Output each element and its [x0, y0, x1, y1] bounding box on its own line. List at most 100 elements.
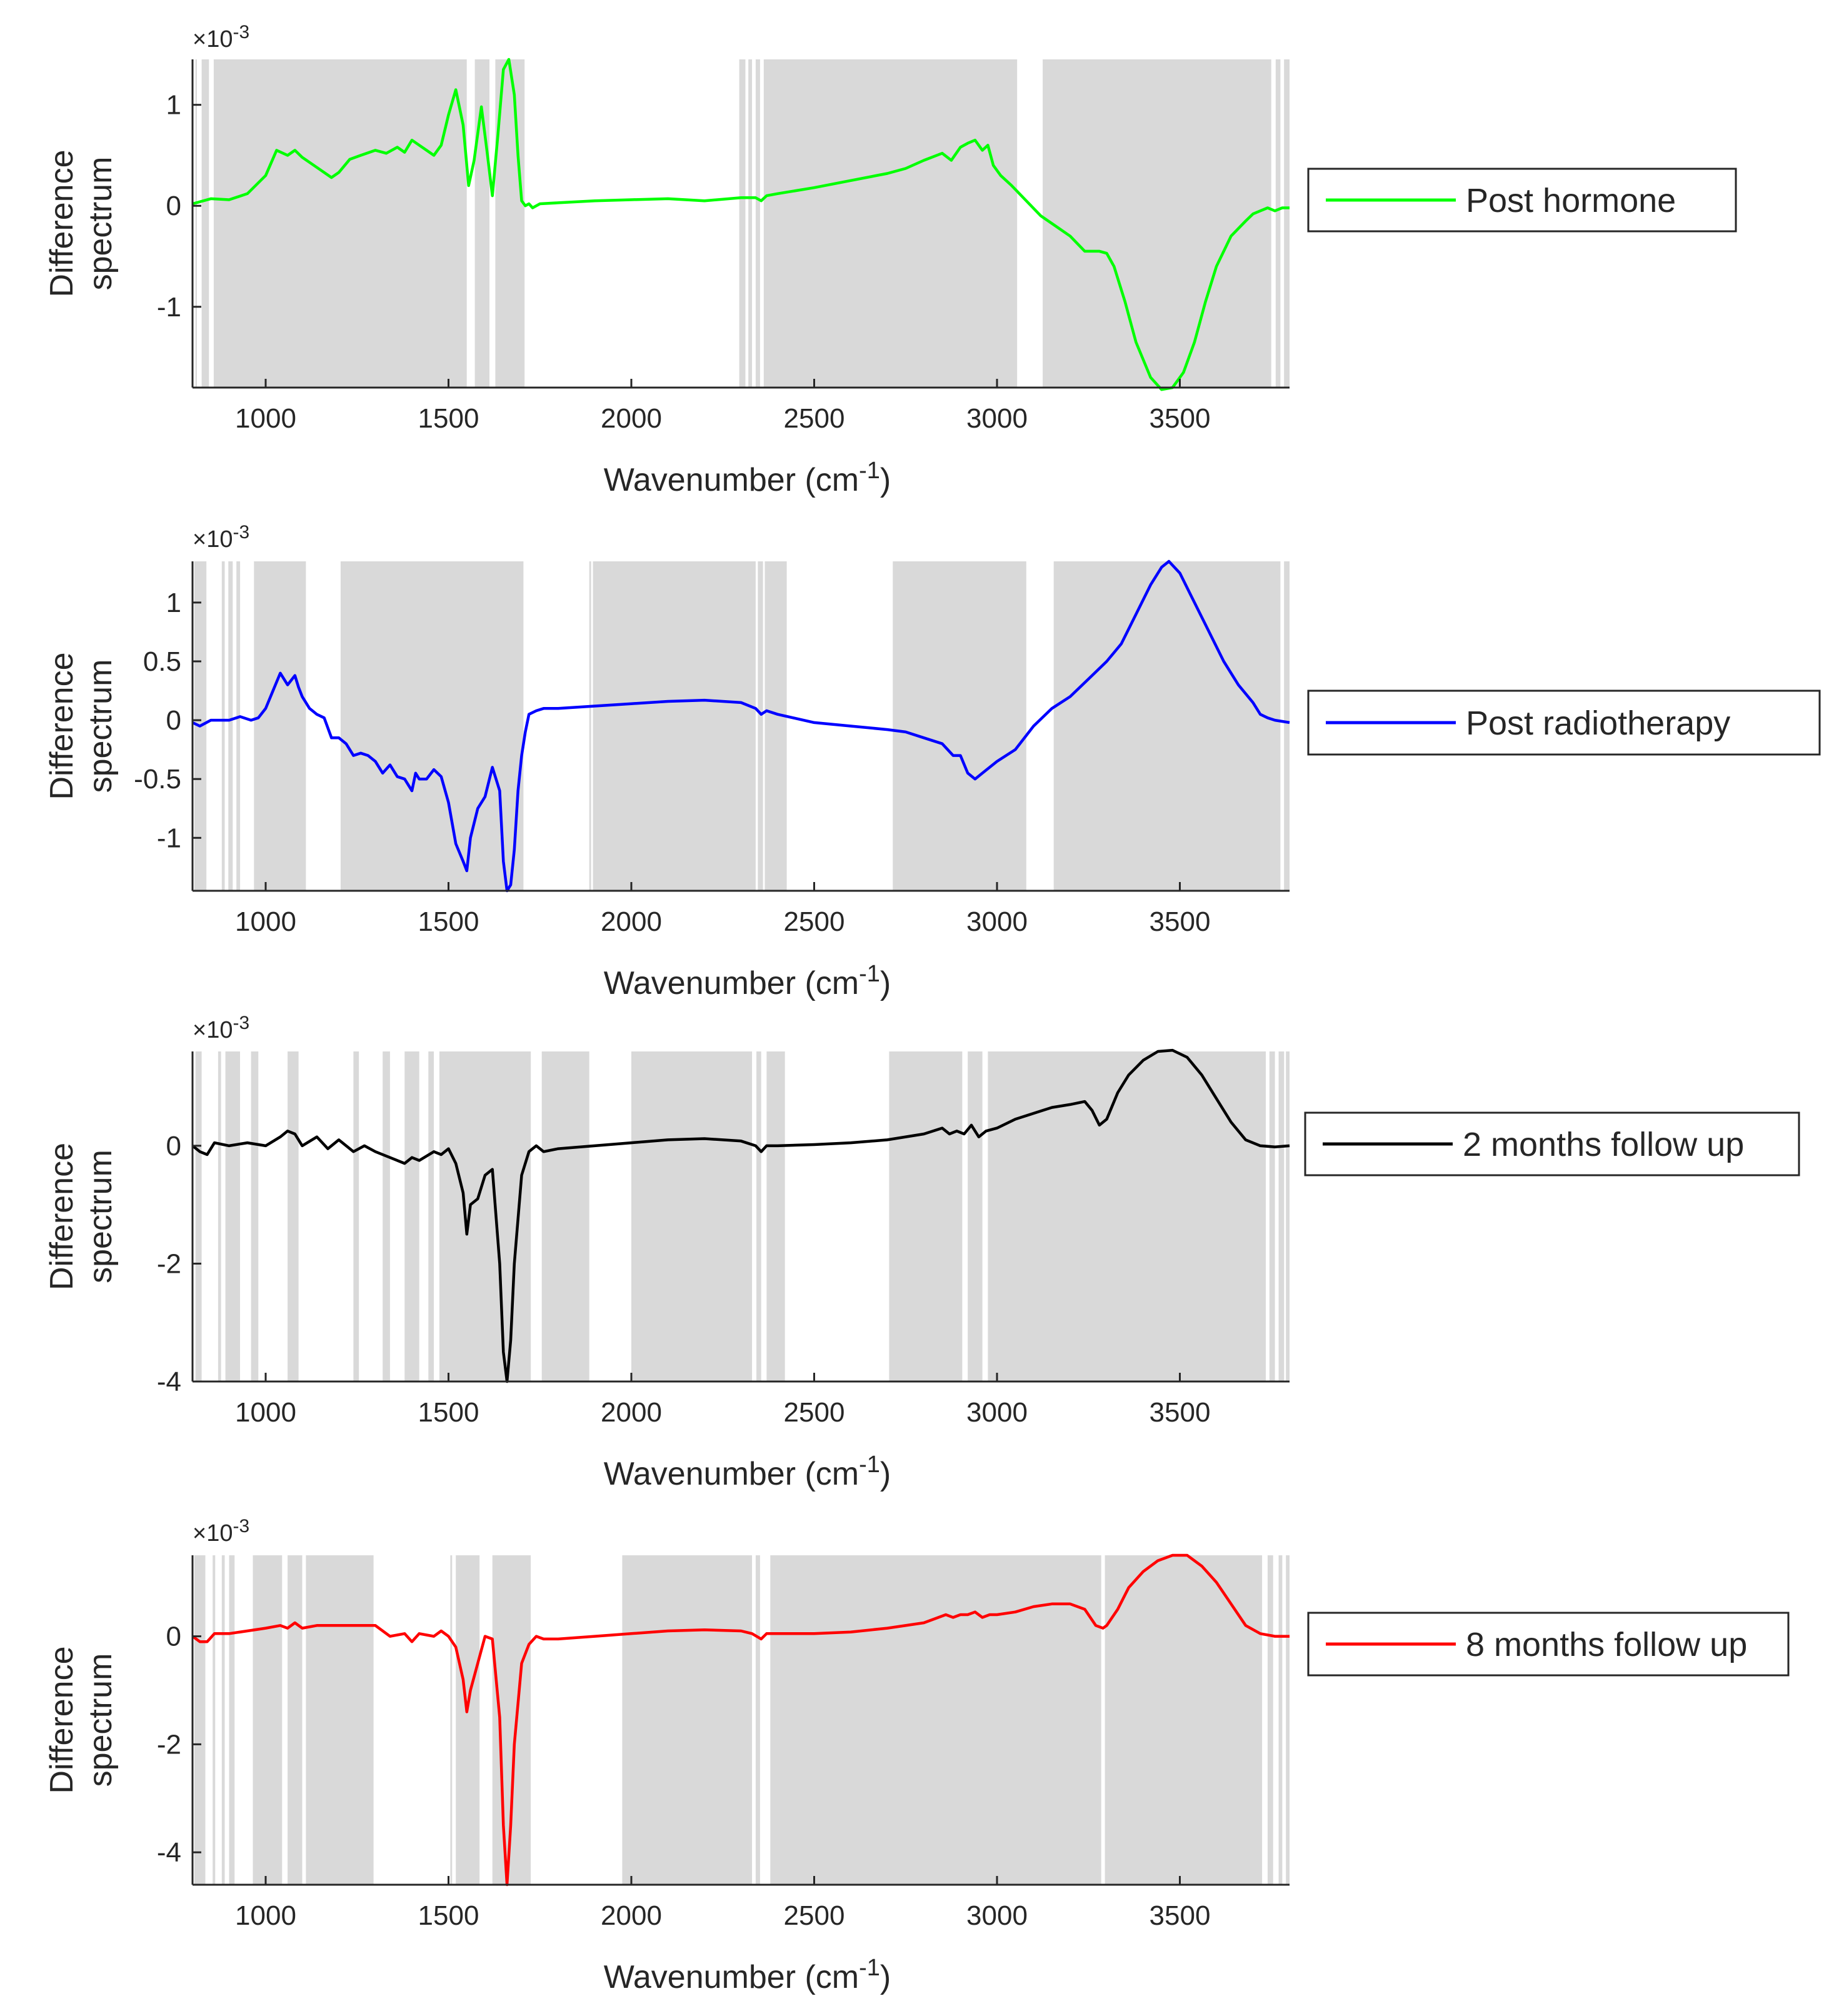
x-tick-label: 3000 — [966, 1900, 1028, 1931]
y-axis-label: Difference — [44, 149, 80, 297]
chart-panel-1: 1000 1500 2000 2500 3000 3500 1 0 -1 ×10-3 Differe… — [44, 22, 1737, 498]
shaded-region — [195, 59, 197, 388]
x-axis-label: Wavenumber (cm-1) — [604, 1452, 891, 1492]
legend-2: Post radiotherapy — [1307, 690, 1821, 756]
shaded-region — [764, 561, 787, 891]
shaded-region — [758, 561, 763, 891]
x-axis-label: Wavenumber (cm-1) — [604, 458, 891, 498]
x-tick-label: 1500 — [418, 1900, 479, 1931]
legend-label: 8 months follow up — [1466, 1626, 1747, 1663]
shaded-region — [1267, 1555, 1273, 1885]
legend-4: 8 months follow up — [1307, 1612, 1790, 1677]
y-axis-label: Difference — [44, 1646, 80, 1793]
shaded-region — [288, 1051, 299, 1382]
series-line-3 — [191, 1048, 1290, 1383]
legend-label: 2 months follow up — [1463, 1126, 1744, 1163]
y-tick-label: -1 — [157, 823, 181, 853]
y-axis-label: spectrum — [83, 659, 119, 793]
shaded-region — [748, 59, 753, 388]
y-tick-label: -0.5 — [134, 764, 181, 795]
shaded-region — [456, 1555, 480, 1885]
shaded-region — [1269, 1051, 1275, 1382]
shaded-region — [201, 59, 209, 388]
x-tick-label: 2500 — [784, 1900, 845, 1931]
y-tick-label: 1 — [166, 588, 181, 618]
shaded-region — [631, 1051, 753, 1382]
y-tick-label: 1 — [166, 90, 181, 121]
shaded-region — [755, 59, 760, 388]
shaded-region — [251, 1051, 259, 1382]
shaded-region — [195, 1051, 202, 1382]
y-axis-label: Difference — [44, 652, 80, 800]
shaded-region — [236, 561, 241, 891]
shaded-region — [404, 1051, 419, 1382]
y-tick-label: -1 — [157, 292, 181, 323]
shaded-region — [213, 59, 467, 388]
shaded-region — [739, 59, 746, 388]
shaded-region — [593, 561, 756, 891]
series-line-1 — [192, 58, 1290, 391]
shaded-region — [221, 561, 225, 891]
x-tick-label: 1000 — [235, 403, 296, 434]
shaded-region — [755, 1555, 760, 1885]
shaded-region — [968, 1051, 983, 1382]
shaded-region — [756, 1051, 761, 1382]
shaded-region — [1278, 1051, 1285, 1382]
shaded-region — [213, 1555, 216, 1885]
y-tick-label: 0 — [166, 1131, 181, 1161]
x-tick-label: 2000 — [601, 1397, 662, 1428]
axis-multiplier: ×10-3 — [193, 522, 249, 553]
x-tick-label: 3500 — [1150, 403, 1211, 434]
chart-panel-3: 1000 1500 2000 2500 3000 3500 0 -2 -4 ×10-3 Differ… — [44, 1013, 1800, 1492]
shaded-region — [541, 1051, 589, 1382]
x-tick-label: 1000 — [235, 906, 296, 937]
x-tick-label: 3000 — [966, 403, 1028, 434]
y-tick-label: -4 — [157, 1367, 181, 1397]
shaded-region — [221, 1555, 225, 1885]
x-tick-label: 1500 — [418, 403, 479, 434]
x-tick-label: 1500 — [418, 1397, 479, 1428]
x-tick-label: 1000 — [235, 1397, 296, 1428]
shaded-region — [622, 1555, 753, 1885]
y-axis-label: Difference — [44, 1143, 80, 1290]
legend-1: Post hormone — [1307, 168, 1737, 233]
shaded-region — [1278, 1555, 1283, 1885]
y-axis-label: spectrum — [83, 1653, 119, 1787]
shaded-region — [1286, 1051, 1290, 1382]
legend-3: 2 months follow up — [1304, 1111, 1800, 1176]
legend-label: Post hormone — [1466, 182, 1676, 219]
y-axis-label: spectrum — [83, 157, 119, 291]
shaded-region — [229, 1555, 235, 1885]
shaded-region — [1284, 59, 1290, 388]
shaded-region — [766, 1051, 785, 1382]
shaded-region — [428, 1051, 434, 1382]
x-tick-label: 2000 — [601, 403, 662, 434]
x-tick-label: 2500 — [784, 1397, 845, 1428]
shaded-region — [353, 1051, 359, 1382]
shaded-region — [340, 561, 524, 891]
x-tick-label: 1000 — [235, 1900, 296, 1931]
shaded-region — [439, 1051, 531, 1382]
shaded-region — [1286, 1555, 1290, 1885]
shaded-region — [893, 561, 1026, 891]
axis-multiplier: ×10-3 — [193, 1516, 249, 1547]
x-axis-label: Wavenumber (cm-1) — [604, 1955, 891, 1995]
shaded-region — [1053, 561, 1281, 891]
shaded-region — [1284, 561, 1290, 891]
shaded-region — [218, 1051, 221, 1382]
shaded-region — [253, 1555, 283, 1885]
x-tick-label: 3500 — [1150, 1397, 1211, 1428]
series-line-2 — [192, 559, 1290, 893]
shaded-region — [889, 1051, 963, 1382]
x-tick-label: 3500 — [1150, 906, 1211, 937]
shaded-region — [589, 561, 591, 891]
shaded-region — [306, 1555, 374, 1885]
shaded-region — [1275, 59, 1281, 388]
shaded-region — [492, 1555, 531, 1885]
shaded-region — [450, 1555, 453, 1885]
x-tick-label: 3000 — [966, 1397, 1028, 1428]
shaded-region — [228, 561, 233, 891]
y-tick-label: 0 — [166, 705, 181, 736]
legend-box — [1307, 168, 1737, 233]
